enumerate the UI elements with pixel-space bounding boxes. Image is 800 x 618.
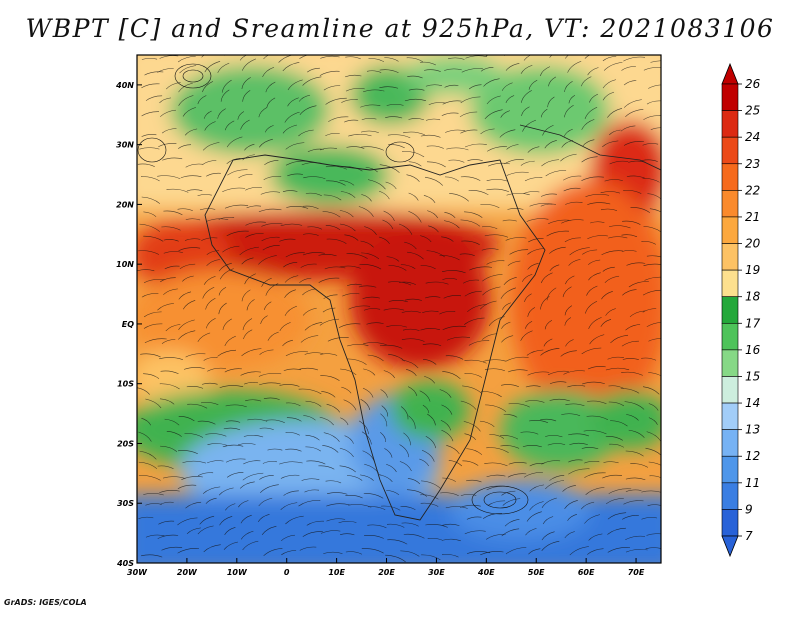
lon-tick-label: 20W <box>177 568 198 577</box>
colorbar-label: 9 <box>745 502 753 516</box>
colorbar-segment <box>721 349 739 377</box>
lat-tick-label: 10N <box>116 260 134 269</box>
colorbar-label: 7 <box>745 529 753 543</box>
colorbar-top-arrow <box>721 62 739 85</box>
lon-tick-label: 60E <box>578 568 595 577</box>
colorbar-segment <box>721 429 739 457</box>
colorbar-segment <box>721 322 739 351</box>
colorbar-segment <box>721 83 739 111</box>
colorbar-label: 13 <box>745 423 760 437</box>
lat-tick-label: 20S <box>117 439 134 448</box>
colorbar-label: 25 <box>745 104 760 118</box>
colorbar-label: 23 <box>745 157 760 171</box>
lon-tick-label: 40E <box>477 568 495 577</box>
colorbar-segment <box>721 136 739 165</box>
lon-tick-label: 30E <box>428 568 445 577</box>
colorbar-segment <box>721 482 739 510</box>
lon-tick-label: 10W <box>227 568 248 577</box>
lon-tick-label: 0 <box>284 568 290 577</box>
lon-tick-label: 10E <box>328 568 345 577</box>
plot-frame <box>136 54 662 564</box>
colorbar-label: 20 <box>745 237 761 251</box>
colorbar-segment <box>721 243 739 271</box>
colorbar-label: 24 <box>745 130 760 144</box>
colorbar-label: 22 <box>745 183 760 197</box>
credit-label: GrADS: IGES/COLA <box>4 598 87 607</box>
colorbar: 26 25 24 23 22 21 20 19 18 17 16 15 14 13 12 11 9 7 <box>721 62 761 558</box>
lat-tick-label: EQ <box>122 320 134 329</box>
colorbar-label: 15 <box>745 369 760 383</box>
colorbar-segment <box>721 296 739 324</box>
colorbar-segment <box>721 216 739 244</box>
colorbar-segment <box>721 190 739 218</box>
lat-tick-label: 30S <box>117 499 134 508</box>
colorbar-segment <box>721 402 739 430</box>
colorbar-segment <box>721 376 739 404</box>
lon-tick-label: 70E <box>628 568 645 577</box>
colorbar-label: 26 <box>745 77 761 91</box>
colorbar-segment <box>721 269 739 298</box>
colorbar-bottom-arrow <box>721 535 739 558</box>
lat-tick-label: 40S <box>116 559 134 568</box>
colorbar-segment <box>721 509 739 537</box>
lon-tick-label: 20E <box>378 568 395 577</box>
colorbar-label: 18 <box>745 290 761 304</box>
lat-tick-label: 40N <box>115 81 134 90</box>
plot-title: WBPT [C] and Sreamline at 925hPa, VT: 20… <box>25 14 775 43</box>
colorbar-label: 16 <box>745 343 761 357</box>
colorbar-segment <box>721 455 739 484</box>
lon-axis: 30W 20W 10W 0 10E 20E 30E 40E 50E 60E 70E <box>127 558 645 577</box>
lat-axis: 40N 30N 20N 10N EQ 10S 20S 30S 40S <box>115 81 142 568</box>
colorbar-label: 11 <box>745 476 760 490</box>
coastline <box>204 154 546 521</box>
lat-tick-label: 20N <box>116 200 134 209</box>
colorbar-label: 21 <box>745 210 760 224</box>
colorbar-segment <box>721 110 739 138</box>
colorbar-label: 12 <box>745 449 760 463</box>
colorbar-label: 19 <box>745 263 760 277</box>
lat-tick-label: 10S <box>117 380 134 389</box>
coastline <box>519 124 661 171</box>
colorbar-segment <box>721 163 739 191</box>
wbpt-field <box>137 55 661 563</box>
lon-tick-label: 50E <box>528 568 545 577</box>
colorbar-label: 14 <box>745 396 760 410</box>
lat-tick-label: 30N <box>116 141 134 150</box>
lon-tick-label: 30W <box>127 568 148 577</box>
colorbar-label: 17 <box>745 316 761 330</box>
